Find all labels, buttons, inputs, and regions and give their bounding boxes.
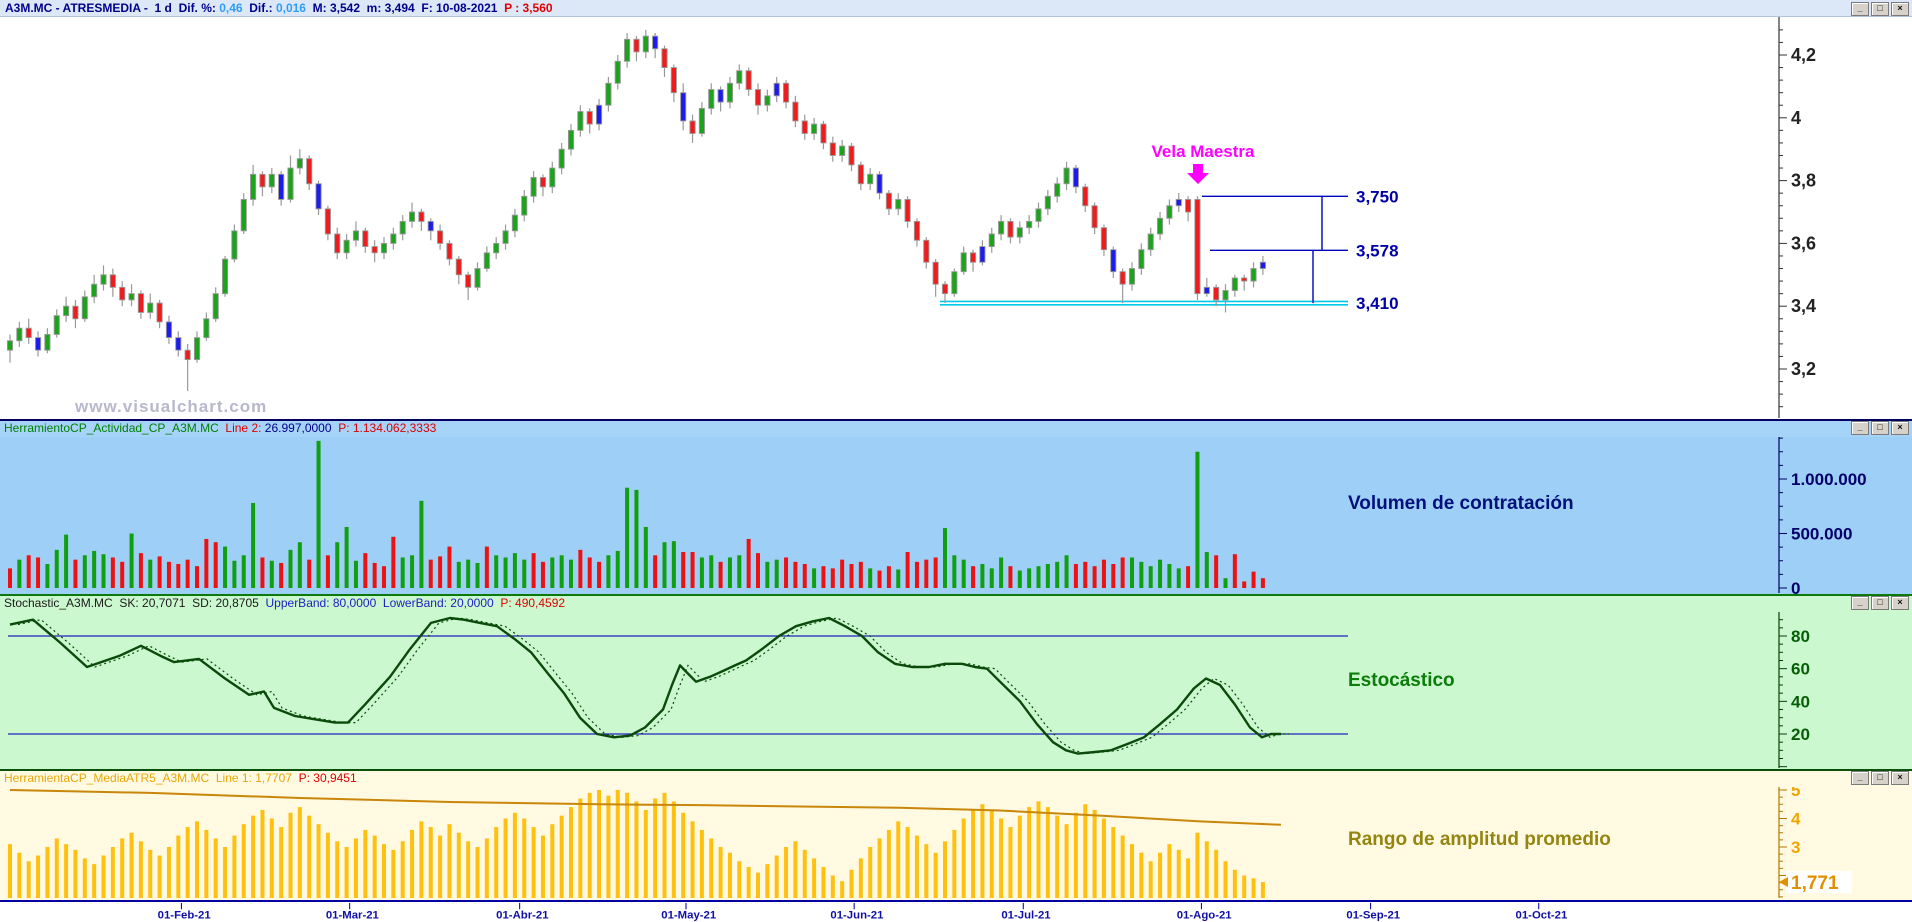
header-segment: M: 3,542 [312,1,367,15]
header-segment: SD: 20,8705 [192,596,266,610]
svg-text:4: 4 [1791,108,1801,128]
close-button[interactable]: × [1891,421,1909,435]
svg-text:01-Jul-21: 01-Jul-21 [1001,909,1050,921]
close-button[interactable]: × [1891,596,1909,610]
svg-text:3,4: 3,4 [1791,296,1816,316]
header-segment: HerramientoCP_Actividad_CP_A3M.MC [4,421,226,435]
svg-text:40: 40 [1791,692,1810,711]
atr-panel-label: Rango de amplitud promedio [1348,829,1611,850]
minimize-button[interactable]: _ [1851,421,1869,435]
header-segment: A3M.MC - ATRESMEDIA - 1 d [5,1,179,15]
minimize-button[interactable]: _ [1851,2,1869,16]
svg-text:Vela Maestra: Vela Maestra [1151,142,1255,161]
header-segment: 26.997,0000 [264,421,339,435]
atr-window-controls: _ □ × [1851,771,1909,785]
header-segment: Stochastic_A3M.MC [4,596,120,610]
volume-window-controls: _ □ × [1851,421,1909,435]
svg-text:80: 80 [1791,627,1810,646]
svg-text:01-Jun-21: 01-Jun-21 [830,909,883,921]
svg-text:3,8: 3,8 [1791,171,1816,191]
volume-panel-header: HerramientoCP_Actividad_CP_A3M.MC Line 2… [0,419,1912,437]
svg-text:3,750: 3,750 [1356,187,1399,206]
svg-text:01-Abr-21: 01-Abr-21 [496,909,548,921]
svg-text:4,2: 4,2 [1791,45,1816,65]
header-segment: m: 3,494 [366,1,422,15]
minimize-button[interactable]: _ [1851,771,1869,785]
stochastic-panel-label: Estocástico [1348,670,1455,691]
maximize-button[interactable]: □ [1871,596,1889,610]
svg-text:0: 0 [1791,579,1800,594]
main-chart-titlebar: A3M.MC - ATRESMEDIA - 1 d Dif. %: 0,46 D… [0,0,1912,17]
svg-text:3,578: 3,578 [1356,241,1399,260]
header-segment: LowerBand: 20,0000 [382,596,501,610]
svg-text:1.000.000: 1.000.000 [1791,470,1867,489]
svg-text:3: 3 [1791,838,1800,857]
maximize-button[interactable]: □ [1871,771,1889,785]
header-segment: Line 1: 1,7707 [215,771,299,785]
svg-text:4: 4 [1791,810,1801,829]
header-segment: P: 490,4592 [500,596,566,610]
svg-text:60: 60 [1791,660,1810,679]
stochastic-panel-header: Stochastic_A3M.MC SK: 20,7071 SD: 20,870… [0,594,1912,612]
header-segment: P: 30,9451 [298,771,357,785]
svg-text:01-Oct-21: 01-Oct-21 [1516,909,1568,921]
svg-text:www.visualchart.com: www.visualchart.com [74,397,267,416]
svg-text:01-Sep-21: 01-Sep-21 [1346,909,1400,921]
minimize-button[interactable]: _ [1851,596,1869,610]
date-axis: 01-Feb-21 01-Mar-21 01-Abr-21 01-May-21 01-J… [0,900,1912,922]
stochastic-window-controls: _ □ × [1851,596,1909,610]
volume-chart-canvas[interactable]: 1.000.000 500.000 0 [0,437,1912,594]
svg-text:01-May-21: 01-May-21 [661,909,716,921]
svg-text:01-Ago-21: 01-Ago-21 [1177,909,1232,921]
close-button[interactable]: × [1891,2,1909,16]
svg-text:20: 20 [1791,725,1810,744]
close-button[interactable]: × [1891,771,1909,785]
stochastic-chart-canvas[interactable]: 80 60 40 20 [0,612,1912,769]
header-segment: UpperBand: 80,0000 [265,596,383,610]
svg-text:1,771: 1,771 [1791,873,1839,894]
header-segment: Line 2: [225,421,265,435]
header-segment: SK: 20,7071 [119,596,193,610]
header-segment: P : 3,560 [504,1,553,15]
atr-chart-canvas[interactable]: 5 4 3 1,771 [0,787,1912,900]
maximize-button[interactable]: □ [1871,2,1889,16]
svg-text:5: 5 [1791,787,1800,800]
header-segment: P: 1.134.062,3333 [338,421,437,435]
svg-text:01-Mar-21: 01-Mar-21 [326,909,379,921]
svg-text:3,6: 3,6 [1791,233,1816,253]
header-segment: HerramientaCP_MediaATR5_A3M.MC [4,771,216,785]
volume-panel-label: Volumen de contratación [1348,493,1574,514]
svg-text:3,410: 3,410 [1356,294,1399,313]
price-chart-canvas[interactable]: www.visualchart.com 3,750 3,578 3,410 Vela M… [0,17,1912,419]
header-segment: 0,46 [219,1,250,15]
header-segment: Dif. %: [178,1,220,15]
svg-text:01-Feb-21: 01-Feb-21 [158,909,211,921]
header-segment: Dif.: [249,1,276,15]
svg-text:3,2: 3,2 [1791,359,1816,379]
maximize-button[interactable]: □ [1871,421,1889,435]
header-segment: 0,016 [275,1,313,15]
main-window-controls: _ □ × [1851,2,1909,16]
svg-text:500.000: 500.000 [1791,525,1852,544]
header-segment: F: 10-08-2021 [421,1,505,15]
atr-panel-header: HerramientaCP_MediaATR5_A3M.MC Line 1: 1… [0,769,1912,787]
